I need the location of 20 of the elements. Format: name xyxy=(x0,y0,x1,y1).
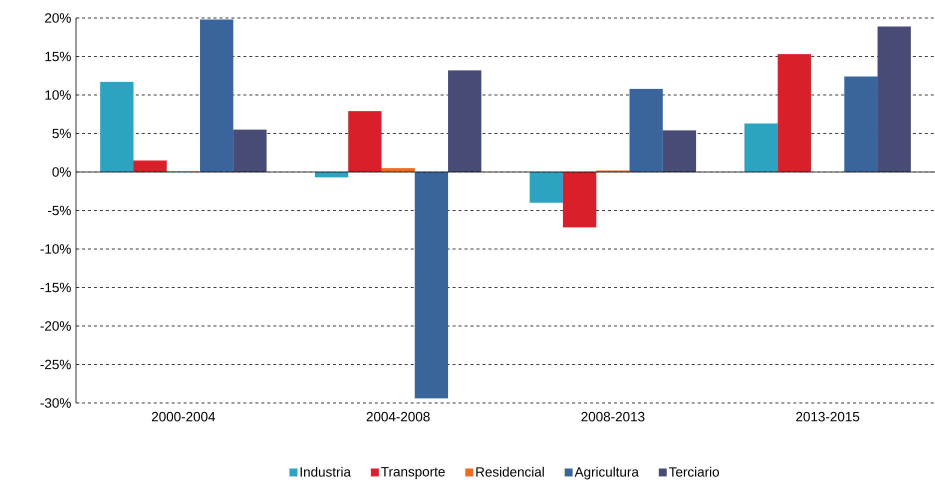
legend-label: Residencial xyxy=(476,466,544,477)
y-tick-label: -30% xyxy=(40,398,71,408)
y-tick-label: -5% xyxy=(48,206,71,216)
y-tick-label: 0% xyxy=(52,167,71,177)
x-tick-label: 2008-2013 xyxy=(581,412,644,422)
legend-label: Transporte xyxy=(381,467,445,480)
y-tick-label: -20% xyxy=(40,321,71,331)
y-tick-label: -25% xyxy=(40,360,71,370)
y-tick-label: -15% xyxy=(40,282,71,292)
x-tick-label: 2004-2008 xyxy=(366,412,430,422)
x-tick-label: 2013-2015 xyxy=(796,412,860,422)
legend-label: Industria xyxy=(300,466,351,477)
y-tick-label: -10% xyxy=(40,244,71,254)
y-tick-label: 5% xyxy=(52,128,71,138)
x-tick-label: 2000-2004 xyxy=(152,412,216,422)
y-tick-label: 15% xyxy=(45,52,71,62)
y-tick-label: 10% xyxy=(45,90,71,100)
y-tick-label: 20% xyxy=(45,13,71,23)
legend-label: Agricultura xyxy=(574,466,639,480)
legend-label: Terciario xyxy=(669,466,720,477)
